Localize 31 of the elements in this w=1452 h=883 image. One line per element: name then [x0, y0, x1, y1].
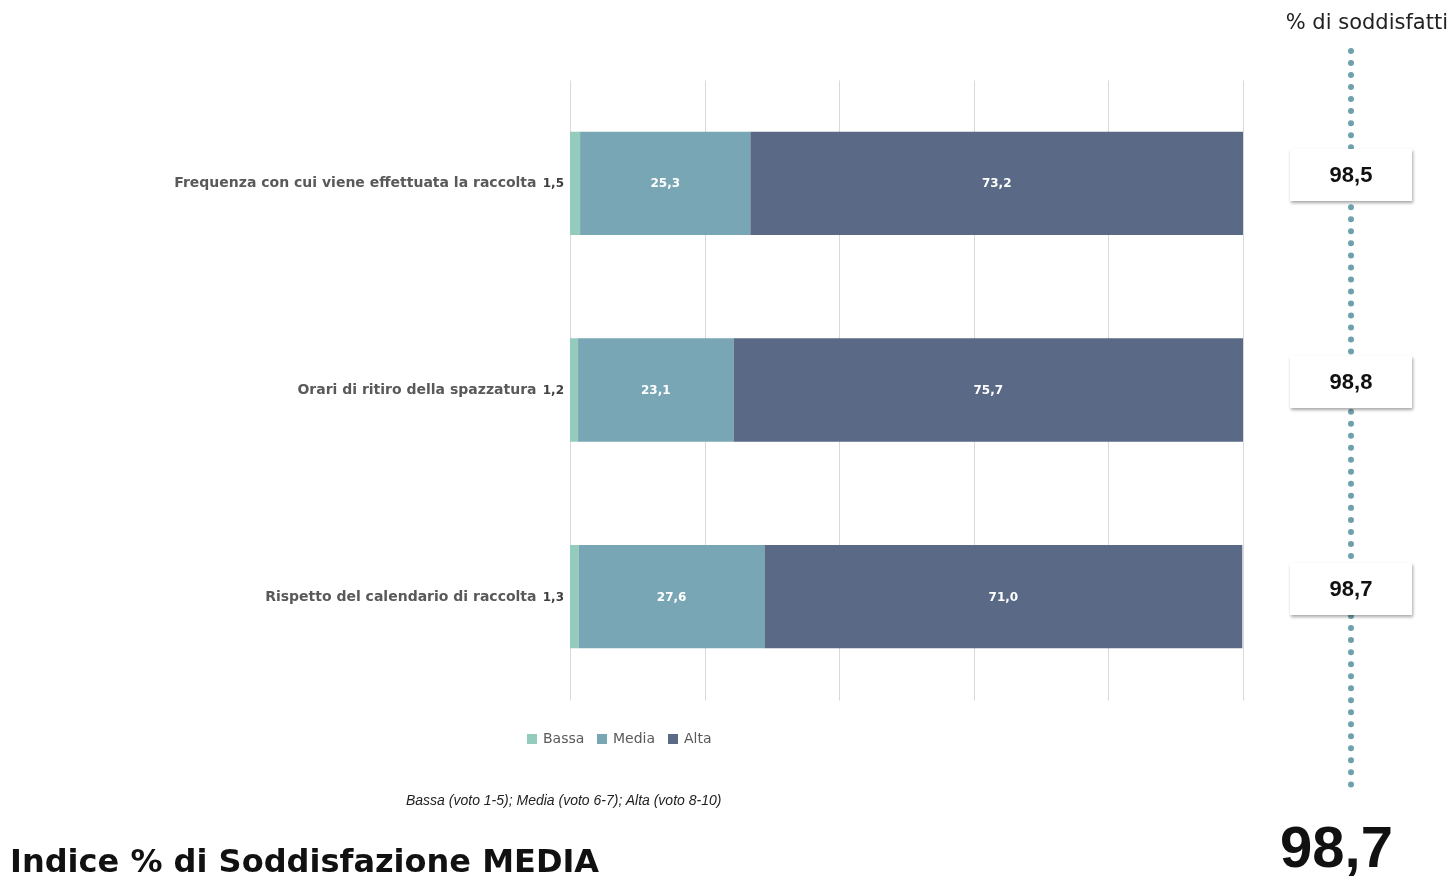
bar: [570, 131, 581, 235]
text: Bassa (voto 1-5); Media (voto 6-7); Alta (voto 8-10): [406, 792, 722, 808]
data-label: 73,2: [981, 176, 1012, 191]
data-label: 27,6: [656, 589, 687, 604]
bar: [580, 131, 751, 235]
data-label: 1,5: [542, 176, 564, 191]
bar: [570, 338, 579, 442]
bar: [578, 545, 765, 649]
data-label: 25,3: [650, 176, 681, 191]
data-label: 75,7: [973, 383, 1004, 397]
y-tick-label: Orari di ritiro della spazzatura: [297, 381, 537, 397]
bar: [764, 545, 1243, 649]
text: 98,7: [1290, 562, 1412, 615]
legend-label: Media: [613, 730, 656, 746]
text: 98,8: [1290, 356, 1412, 408]
data-label: 23,1: [641, 383, 671, 397]
text: 98,5: [1290, 149, 1412, 202]
bar: [578, 338, 734, 442]
bar: [733, 338, 1243, 442]
bar: [570, 545, 579, 649]
legend-label: Alta: [684, 730, 712, 746]
data-label: 1,3: [542, 589, 564, 604]
y-tick-label: Frequenza con cui viene effettuata la raccolta: [174, 174, 537, 191]
data-label: 71,0: [988, 589, 1019, 604]
text: 98,7: [1280, 814, 1393, 879]
legend-label: Bassa: [543, 730, 585, 746]
bar: [750, 131, 1243, 235]
text: % di soddisfatti: [1285, 10, 1448, 34]
y-tick-label: Rispetto del calendario di raccolta: [265, 587, 537, 604]
text: Indice % di Soddisfazione MEDIA: [10, 842, 600, 880]
data-label: 1,2: [542, 383, 564, 397]
